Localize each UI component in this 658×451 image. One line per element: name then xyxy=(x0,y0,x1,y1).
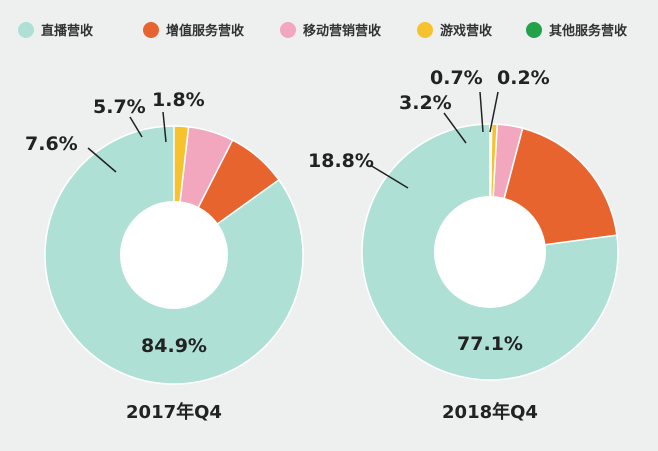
legend-swatch xyxy=(143,22,159,38)
legend-item: 直播营收 xyxy=(18,22,94,39)
legend-label: 游戏营收 xyxy=(440,23,493,39)
pies: 84.9% 7.6% 5.7% 1.8% 2017年Q4 77.1% 18.8% 3.2% 0.… xyxy=(25,67,619,423)
donut-chart-1: 84.9% 7.6% 5.7% 1.8% 2017年Q4 xyxy=(25,89,304,423)
legend-label: 移动营销营收 xyxy=(303,23,382,39)
leader-line xyxy=(87,147,117,173)
legend: 直播营收 增值服务营收 移动营销营收 游戏营收 其他服务营收 xyxy=(18,22,628,39)
data-label: 1.8% xyxy=(152,89,205,111)
leader-line xyxy=(443,112,467,144)
legend-label: 直播营收 xyxy=(41,23,94,39)
legend-label: 其他服务营收 xyxy=(549,23,628,39)
data-label: 7.6% xyxy=(25,133,78,155)
data-label: 77.1% xyxy=(457,333,523,355)
legend-item: 游戏营收 xyxy=(417,22,493,39)
chart-title: 2018年Q4 xyxy=(442,401,538,423)
legend-swatch xyxy=(526,22,542,38)
leader-line xyxy=(369,164,409,189)
data-label: 84.9% xyxy=(141,335,207,357)
slice-直播营收 xyxy=(361,123,619,381)
data-label: 3.2% xyxy=(399,92,452,114)
leader-line xyxy=(129,116,143,138)
data-label: 18.8% xyxy=(308,150,374,172)
legend-swatch xyxy=(417,22,433,38)
donut-hole xyxy=(434,196,546,308)
leader-line xyxy=(162,111,167,143)
leader-line xyxy=(479,91,484,133)
legend-swatch xyxy=(18,22,34,38)
donut-chart-2: 77.1% 18.8% 3.2% 0.7% 0.2% 2018年Q4 xyxy=(308,67,619,423)
data-label: 0.7% xyxy=(430,67,483,89)
chart-title: 2017年Q4 xyxy=(126,401,222,423)
data-label: 0.2% xyxy=(497,67,550,89)
legend-label: 增值服务营收 xyxy=(166,23,245,39)
donut-hole xyxy=(120,201,228,309)
leader-line xyxy=(489,91,499,133)
data-label: 5.7% xyxy=(93,96,146,118)
legend-swatch xyxy=(280,22,296,38)
legend-item: 增值服务营收 xyxy=(143,22,245,39)
legend-item: 其他服务营收 xyxy=(526,22,628,39)
legend-item: 移动营销营收 xyxy=(280,22,382,39)
